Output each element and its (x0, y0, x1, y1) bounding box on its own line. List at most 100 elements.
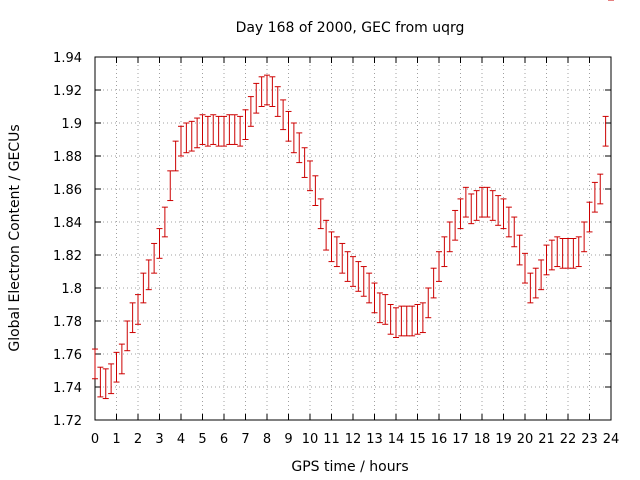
x-tick-label: 10 (302, 432, 319, 447)
x-tick-label: 13 (366, 432, 383, 447)
error-bar-point (387, 304, 394, 335)
error-bar-point (414, 304, 421, 335)
error-bar-point (317, 198, 324, 230)
chart-title: Day 168 of 2000, GEC from uqrg (236, 20, 465, 36)
error-bar-point (333, 236, 340, 268)
error-bar-point (339, 242, 346, 274)
error-bar-point (328, 231, 335, 263)
x-tick-label: 19 (495, 432, 512, 447)
error-bar-point (301, 147, 308, 178)
error-bar-point (516, 234, 523, 266)
grid-lines (95, 57, 611, 420)
x-tick-label: 9 (284, 432, 292, 447)
error-bar-point (575, 236, 582, 268)
error-bar-point (511, 216, 518, 248)
y-tick-label: 1.76 (53, 348, 82, 363)
x-tick-label: 4 (177, 432, 185, 447)
x-tick-label: 1 (112, 432, 120, 447)
error-bar-point (462, 186, 469, 218)
error-bar-point (194, 117, 201, 149)
error-bar-point (178, 125, 184, 157)
error-bar-point (409, 305, 416, 337)
error-bar-point (215, 115, 222, 147)
error-bar-point (554, 236, 561, 268)
y-tick-label: 1.72 (53, 414, 82, 429)
x-tick-label: 3 (155, 432, 163, 447)
error-bar-point (355, 261, 362, 292)
error-bar-point (479, 186, 485, 218)
error-bar-point (393, 307, 399, 338)
error-bar-point (124, 320, 131, 352)
y-tick-label: 1.92 (53, 84, 82, 99)
error-bar-point (129, 302, 136, 334)
error-bar-point (468, 193, 475, 225)
error-bar-point (231, 114, 238, 145)
error-bar-point (543, 244, 550, 276)
error-bar-point (285, 110, 292, 142)
x-tick-label: 16 (431, 432, 448, 447)
x-tick-label: 17 (452, 432, 469, 447)
error-bar-point (269, 76, 276, 107)
error-bar-point (210, 114, 217, 145)
error-bar-point (323, 219, 330, 251)
error-bar-point (108, 363, 115, 395)
x-axis-label: GPS time / hours (291, 459, 408, 475)
error-bar-point (441, 236, 448, 268)
y-tick-label: 1.74 (53, 381, 82, 396)
error-bar-point (199, 114, 206, 145)
x-tick-label: 8 (263, 432, 271, 447)
error-bar-point (161, 206, 168, 238)
data-series (92, 0, 614, 400)
error-bar-point (419, 302, 426, 334)
error-bar-point (559, 238, 566, 269)
error-bar-point (264, 74, 270, 106)
error-bar-point (344, 251, 351, 282)
x-tick-label: 11 (323, 432, 340, 447)
error-bar-point (522, 252, 528, 284)
x-tick-label: 5 (198, 432, 206, 447)
error-bar-point (280, 99, 287, 131)
y-axis-label: Global Electron Content / GECUs (7, 124, 23, 351)
x-tick-label: 2 (134, 432, 142, 447)
x-tick-label: 14 (388, 432, 405, 447)
error-bar-point (307, 160, 313, 192)
error-bar-point (602, 115, 609, 147)
error-bar-point (371, 282, 378, 314)
error-bar-point (366, 272, 373, 304)
error-bar-point (452, 209, 459, 241)
error-bar-point (350, 256, 356, 287)
error-bar-point (382, 294, 389, 325)
error-bar-point (118, 343, 125, 375)
error-bar-point (403, 305, 410, 337)
y-tick-label: 1.86 (53, 183, 82, 198)
error-bar-point (258, 76, 265, 107)
error-bar-point (505, 206, 512, 238)
error-bar-point (360, 266, 367, 297)
error-bar-point (247, 96, 254, 127)
error-bar-point (473, 190, 480, 221)
y-tick-label: 1.9 (61, 117, 82, 132)
axis-ticks: 0 1 2 3 4 5 6 7 8 9 10 11 12 13 14 15 16 17 18 19 20 21 22 23 24… (53, 51, 619, 447)
error-bar-point (274, 86, 281, 117)
error-bar-point (484, 186, 491, 218)
error-bar-point (156, 228, 163, 259)
x-tick-label: 12 (345, 432, 362, 447)
error-bar-point (102, 368, 109, 400)
error-bar-point (312, 175, 319, 206)
error-bar-point (376, 292, 383, 324)
error-bar-point (242, 109, 249, 140)
error-bar-point (565, 238, 571, 269)
y-tick-label: 1.82 (53, 249, 82, 264)
error-bar-point (500, 198, 507, 230)
error-bar-point (135, 294, 141, 325)
y-tick-label: 1.88 (53, 150, 82, 165)
error-bar-point (167, 170, 174, 202)
error-bar-point (425, 287, 432, 319)
error-bar-point (92, 348, 98, 380)
error-bar-point (581, 221, 588, 253)
error-bar-point (436, 251, 442, 282)
x-tick-label: 7 (241, 432, 249, 447)
error-bar-point (570, 238, 577, 269)
error-bar-point (151, 242, 158, 274)
